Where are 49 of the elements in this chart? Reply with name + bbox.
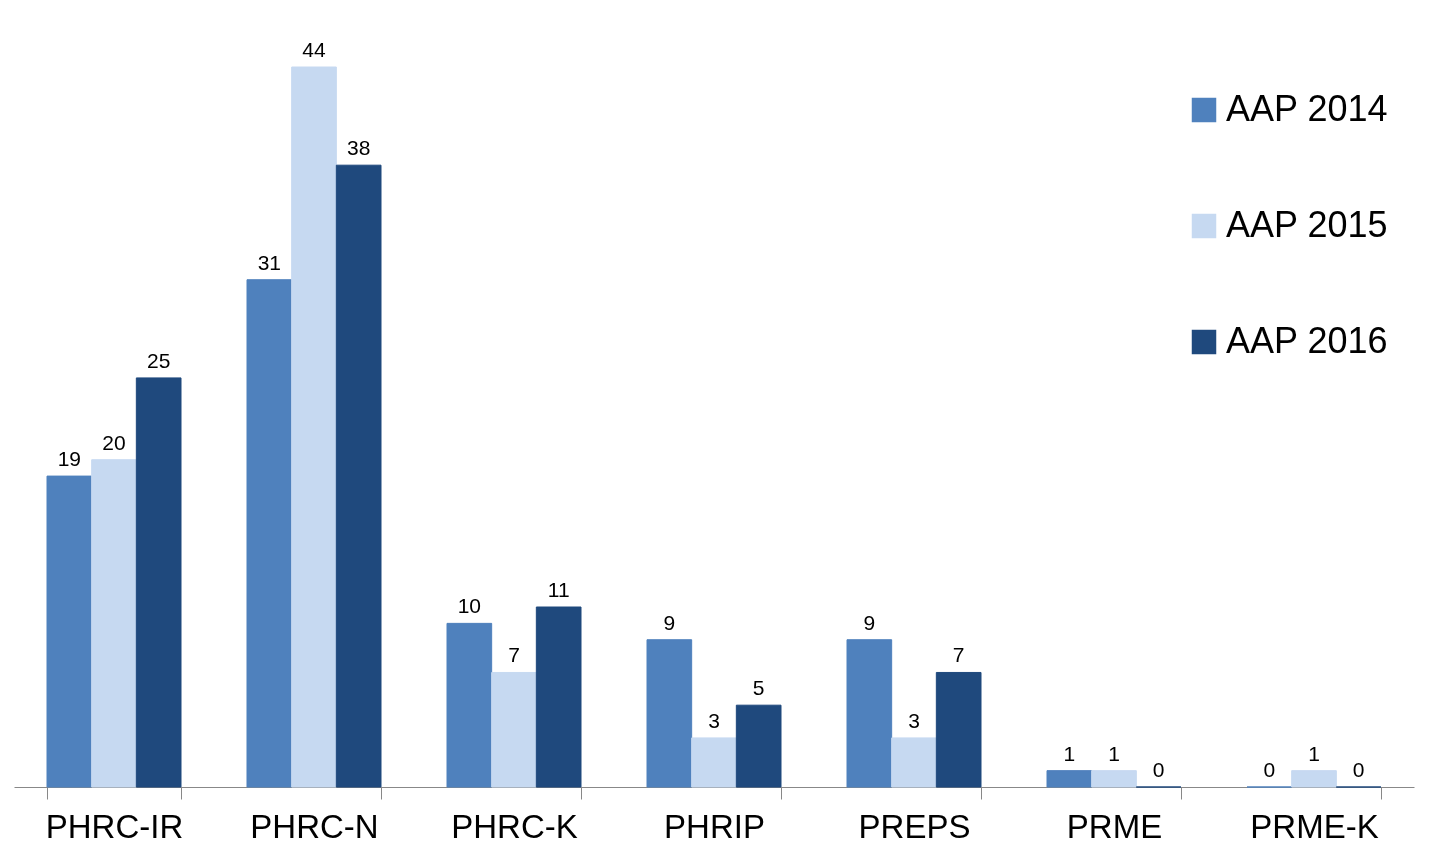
bar [335, 164, 382, 788]
data-label: 0 [1152, 758, 1165, 781]
bar [846, 639, 893, 788]
bar [135, 377, 182, 788]
data-label: 0 [1352, 758, 1365, 781]
bar [1291, 770, 1337, 788]
data-label: 10 [457, 594, 482, 618]
bar [535, 606, 582, 788]
bar [735, 704, 782, 788]
bar [1046, 770, 1093, 788]
data-label: 38 [346, 136, 371, 160]
bar [891, 737, 937, 788]
bar [646, 639, 693, 788]
x-tick-label: PHRC-K [451, 807, 578, 845]
data-label: 0 [1263, 758, 1276, 781]
data-label: 7 [508, 643, 520, 667]
bar [46, 475, 93, 788]
data-label: 1 [1108, 741, 1120, 765]
x-tick-label: PHRIP [664, 807, 765, 845]
x-tick-label: PRME [1066, 807, 1163, 845]
bar [1091, 770, 1137, 788]
data-label: 1 [1063, 741, 1076, 765]
data-label: 7 [952, 643, 965, 667]
data-label: 31 [257, 250, 282, 274]
data-label: 1 [1308, 741, 1320, 765]
x-tick-label: PHRC-N [250, 807, 379, 845]
bar [935, 671, 982, 788]
data-label: 9 [863, 610, 876, 634]
data-label: 3 [708, 708, 720, 732]
bar [91, 459, 137, 788]
data-label: 20 [102, 430, 126, 454]
data-label: 9 [663, 610, 676, 634]
data-label: 3 [908, 708, 920, 732]
bar [246, 279, 293, 788]
bar [691, 737, 737, 788]
data-label: 19 [57, 447, 82, 471]
data-label: 25 [146, 348, 171, 372]
data-label: 44 [302, 38, 326, 61]
bar [291, 66, 337, 788]
bar [446, 622, 493, 788]
legend-label: AAP 2015 [1226, 204, 1388, 245]
x-tick-label: PRME-K [1250, 807, 1379, 845]
data-label: 11 [547, 578, 570, 601]
legend-label: AAP 2016 [1226, 320, 1388, 361]
bar [491, 671, 537, 788]
data-label: 5 [752, 676, 765, 700]
x-tick-label: PHRC-IR [45, 807, 184, 845]
legend-label: AAP 2014 [1226, 88, 1388, 129]
x-tick-label: PREPS [858, 807, 971, 845]
